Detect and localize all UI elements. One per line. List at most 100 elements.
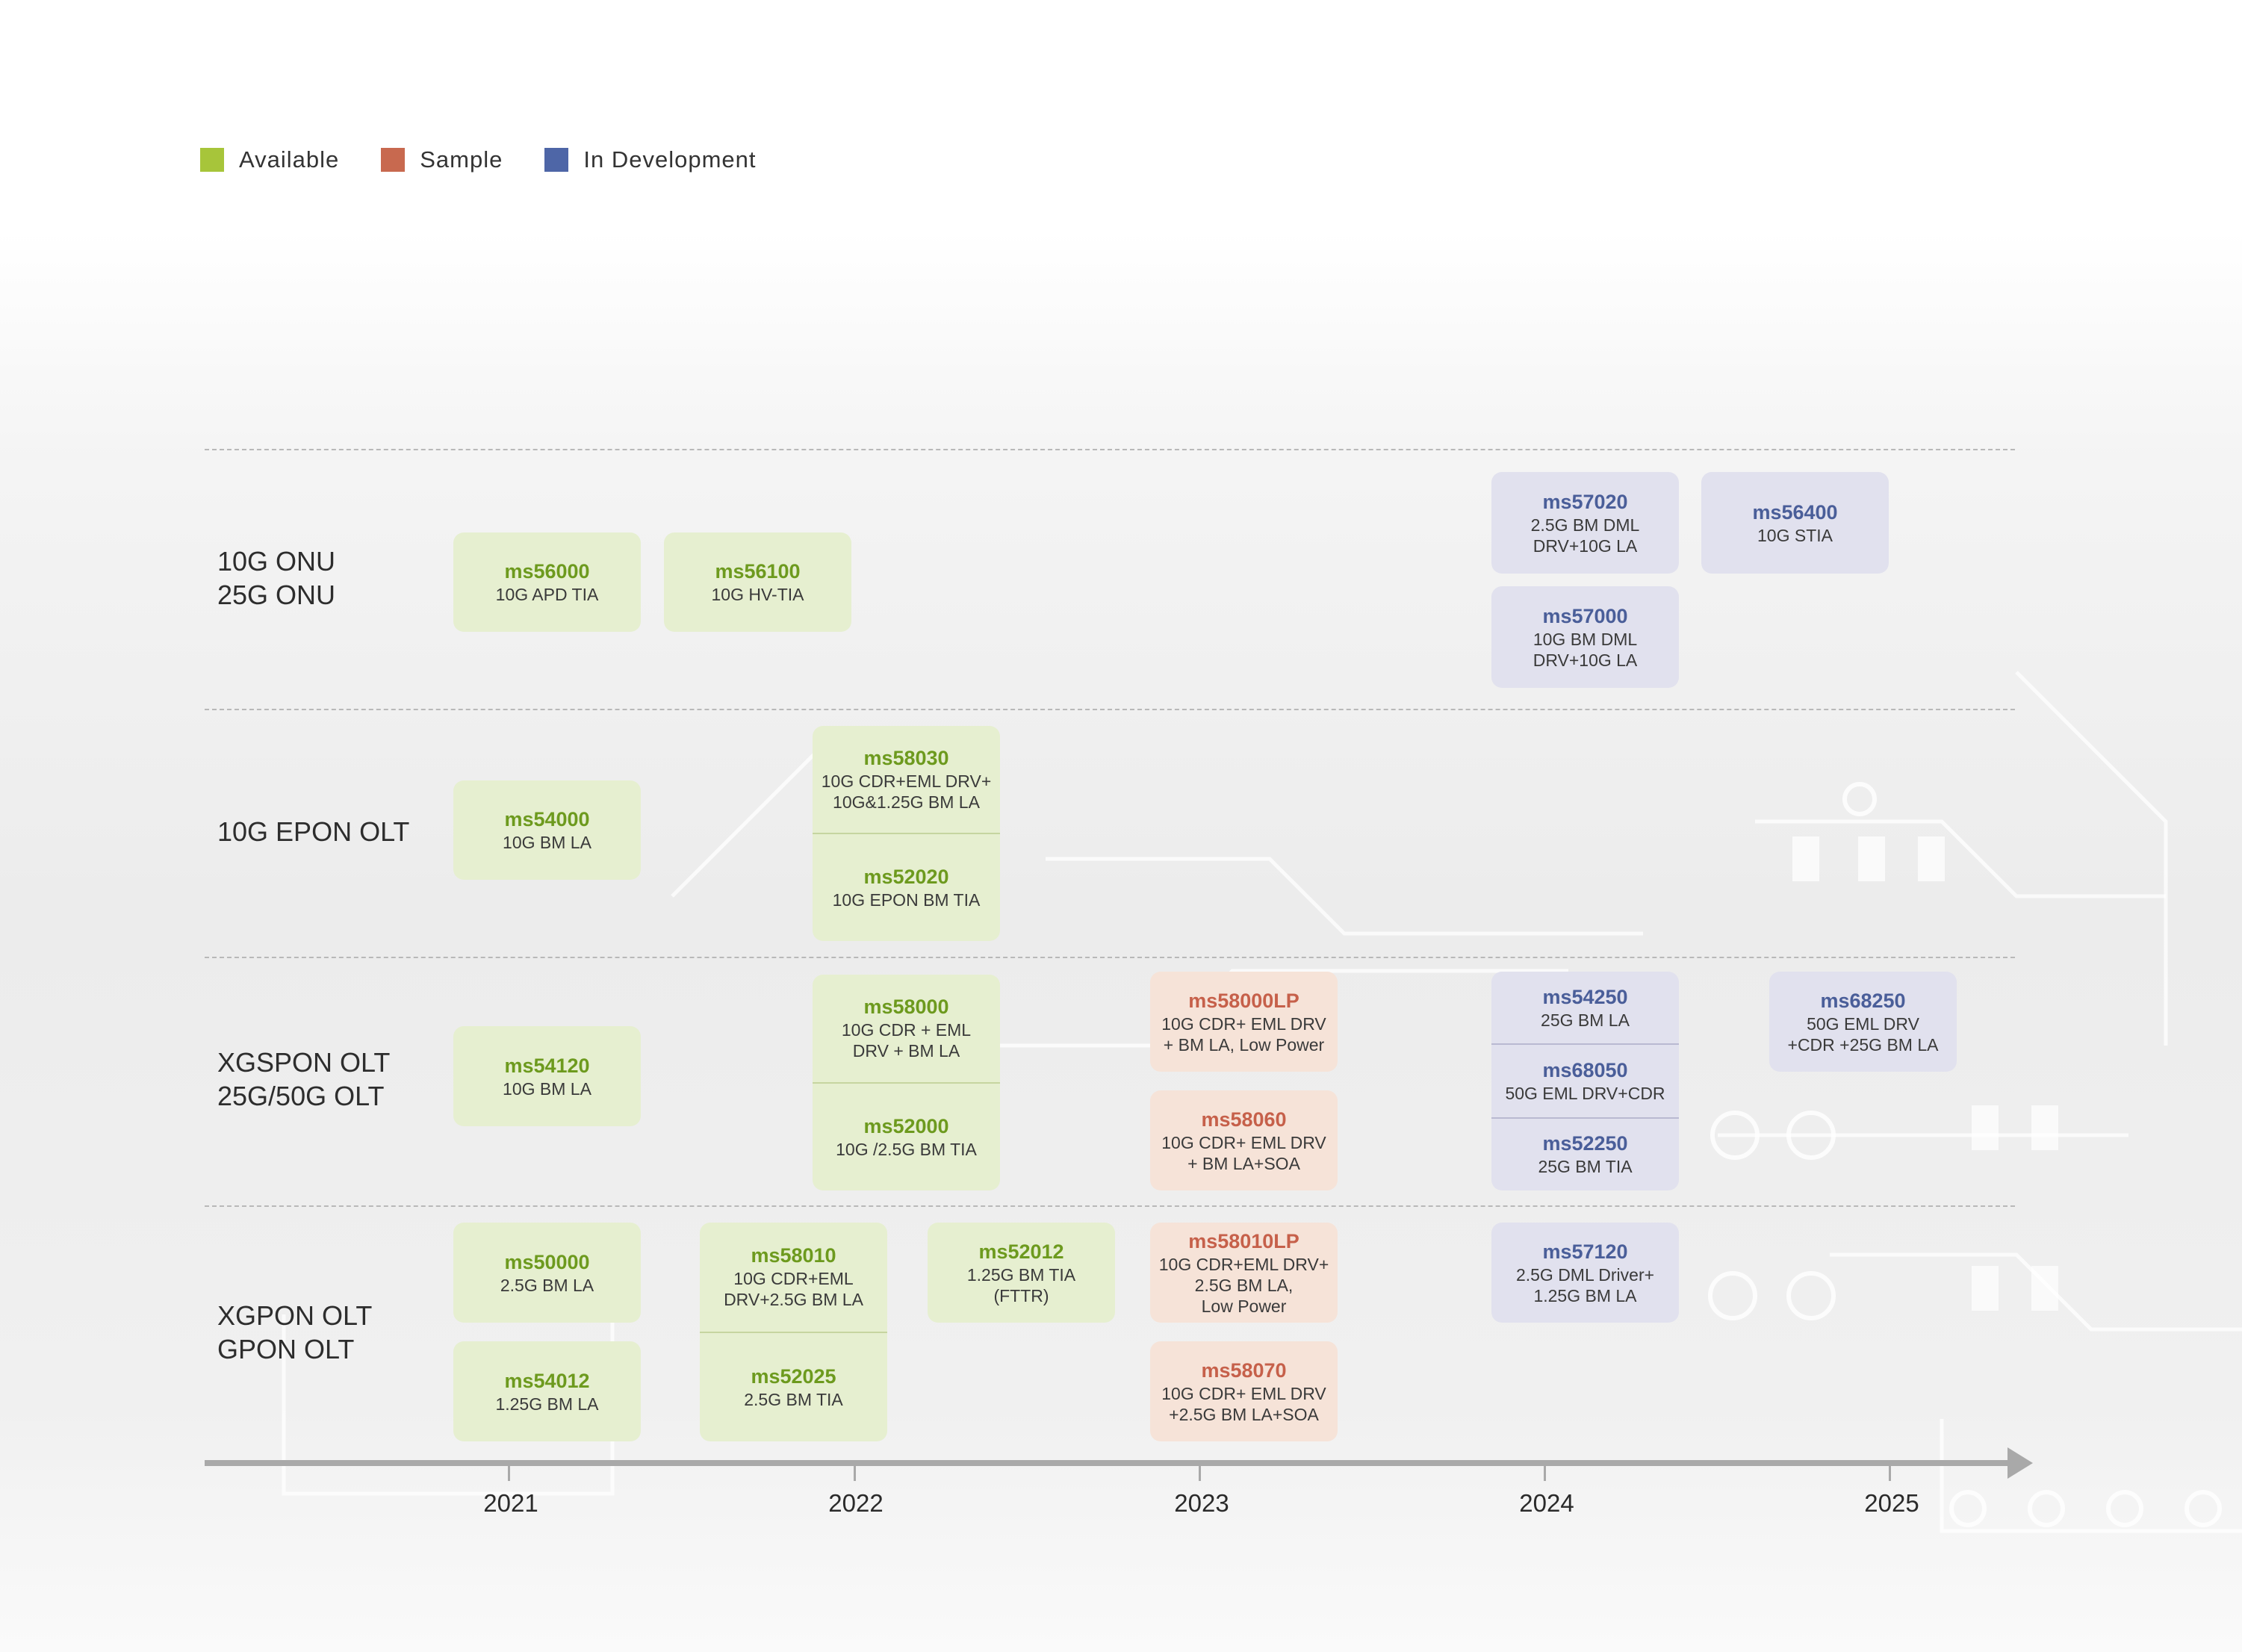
product-entry: ms68050 50G EML DRV+CDR xyxy=(1491,1043,1679,1117)
product-entry: ms58010 10G CDR+EML DRV+2.5G BM LA xyxy=(700,1223,887,1332)
product-code: ms58070 xyxy=(1201,1358,1287,1382)
timeline-year-label: 2023 xyxy=(1174,1489,1229,1517)
product-code: ms56000 xyxy=(504,560,590,583)
product-entry: ms57000 10G BM DML DRV+10G LA xyxy=(1491,586,1679,688)
product-entry: ms58070 10G CDR+ EML DRV +2.5G BM LA+SOA xyxy=(1150,1341,1338,1441)
product-card-ms56100[interactable]: ms56100 10G HV-TIA xyxy=(664,532,851,632)
product-card-ms58010[interactable]: ms58010 10G CDR+EML DRV+2.5G BM LA ms52025… xyxy=(700,1223,887,1441)
product-code: ms56400 xyxy=(1752,500,1838,524)
row-divider xyxy=(205,449,2015,450)
product-code: ms68250 xyxy=(1820,989,1906,1012)
product-code: ms54012 xyxy=(504,1369,590,1392)
product-entry: ms52250 25G BM TIA xyxy=(1491,1117,1679,1190)
product-description: 10G BM LA xyxy=(503,1078,591,1099)
product-entry: ms56100 10G HV-TIA xyxy=(664,532,851,632)
product-description: 10G CDR+EML DRV+ 10G&1.25G BM LA xyxy=(821,771,992,812)
timeline-tick xyxy=(854,1465,856,1481)
product-entry: ms58030 10G CDR+EML DRV+ 10G&1.25G BM LA xyxy=(813,726,1000,833)
product-card-ms56000[interactable]: ms56000 10G APD TIA xyxy=(453,532,641,632)
product-card-ms58000[interactable]: ms58000 10G CDR + EML DRV + BM LA ms52000 1… xyxy=(813,975,1000,1190)
product-description: 10G CDR+EML DRV+ 2.5G BM LA, Low Power xyxy=(1158,1254,1329,1316)
product-entry: ms52020 10G EPON BM TIA xyxy=(813,833,1000,941)
product-card-ms54250[interactable]: ms54250 25G BM LA ms68050 50G EML DRV+CDR ms… xyxy=(1491,972,1679,1190)
product-description: 1.25G BM TIA (FTTR) xyxy=(966,1264,1076,1305)
timeline-tick xyxy=(1199,1465,1201,1481)
product-entry: ms54250 25G BM LA xyxy=(1491,972,1679,1043)
product-card-ms56400[interactable]: ms56400 10G STIA xyxy=(1701,472,1889,574)
row-divider xyxy=(205,1205,2015,1207)
row-divider xyxy=(205,957,2015,958)
product-entry: ms54012 1.25G BM LA xyxy=(453,1341,641,1441)
product-code: ms54250 xyxy=(1542,985,1628,1008)
product-entry: ms57120 2.5G DML Driver+ 1.25G BM LA xyxy=(1491,1223,1679,1323)
product-description: 10G STIA xyxy=(1757,525,1833,545)
product-description: 10G CDR + EML DRV + BM LA xyxy=(841,1020,972,1061)
row-divider xyxy=(205,709,2015,710)
product-description: 50G EML DRV+CDR xyxy=(1505,1083,1665,1103)
product-description: 10G EPON BM TIA xyxy=(832,890,981,910)
product-description: 10G /2.5G BM TIA xyxy=(836,1139,977,1159)
product-entry: ms56400 10G STIA xyxy=(1701,472,1889,574)
product-code: ms57000 xyxy=(1542,604,1628,627)
product-entry: ms68250 50G EML DRV +CDR +25G BM LA xyxy=(1769,972,1957,1072)
product-card-ms68250[interactable]: ms68250 50G EML DRV +CDR +25G BM LA xyxy=(1769,972,1957,1072)
product-code: ms50000 xyxy=(504,1250,590,1273)
product-card-ms52012[interactable]: ms52012 1.25G BM TIA (FTTR) xyxy=(928,1223,1115,1323)
product-code: ms56100 xyxy=(715,560,801,583)
product-description: 10G HV-TIA xyxy=(711,585,804,604)
product-code: ms52025 xyxy=(751,1364,836,1388)
product-card-ms54000[interactable]: ms54000 10G BM LA xyxy=(453,780,641,880)
product-description: 10G CDR+EML DRV+2.5G BM LA xyxy=(724,1269,863,1310)
product-card-ms58060[interactable]: ms58060 10G CDR+ EML DRV + BM LA+SOA xyxy=(1150,1090,1338,1190)
legend-swatch-in-development xyxy=(544,148,569,172)
product-description: 1.25G BM LA xyxy=(495,1394,599,1414)
timeline-year-label: 2021 xyxy=(483,1489,538,1517)
product-description: 25G BM TIA xyxy=(1538,1157,1633,1177)
timeline-tick xyxy=(1889,1465,1891,1481)
row-label-xgpon-olt: XGPON OLT GPON OLT xyxy=(217,1300,373,1364)
product-description: 10G CDR+ EML DRV + BM LA+SOA xyxy=(1161,1132,1326,1173)
product-entry: ms58060 10G CDR+ EML DRV + BM LA+SOA xyxy=(1150,1090,1338,1190)
timeline-year-label: 2022 xyxy=(828,1489,884,1517)
product-card-ms50000[interactable]: ms50000 2.5G BM LA xyxy=(453,1223,641,1323)
product-entry: ms52025 2.5G BM TIA xyxy=(700,1331,887,1442)
product-code: ms52250 xyxy=(1542,1132,1628,1155)
timeline-tick xyxy=(1544,1465,1546,1481)
product-entry: ms54000 10G BM LA xyxy=(453,780,641,880)
product-card-ms58000lp[interactable]: ms58000LP 10G CDR+ EML DRV + BM LA, Low P… xyxy=(1150,972,1338,1072)
product-card-ms57120[interactable]: ms57120 2.5G DML Driver+ 1.25G BM LA xyxy=(1491,1223,1679,1323)
product-card-ms58010lp[interactable]: ms58010LP 10G CDR+EML DRV+ 2.5G BM LA, Lo… xyxy=(1150,1223,1338,1323)
product-card-ms57000[interactable]: ms57000 10G BM DML DRV+10G LA xyxy=(1491,586,1679,688)
product-card-ms54120[interactable]: ms54120 10G BM LA xyxy=(453,1026,641,1126)
legend-swatch-available xyxy=(200,148,224,172)
legend-item-sample: Sample xyxy=(381,146,503,173)
product-description: 50G EML DRV +CDR +25G BM LA xyxy=(1787,1013,1939,1055)
product-entry: ms57020 2.5G BM DML DRV+10G LA xyxy=(1491,472,1679,574)
product-description: 10G BM LA xyxy=(503,833,591,852)
product-description: 10G APD TIA xyxy=(495,585,599,604)
product-description: 25G BM LA xyxy=(1541,1010,1630,1030)
timeline-tick xyxy=(508,1465,510,1481)
product-code: ms54120 xyxy=(504,1054,590,1077)
product-card-ms57020[interactable]: ms57020 2.5G BM DML DRV+10G LA xyxy=(1491,472,1679,574)
product-description: 10G CDR+ EML DRV + BM LA, Low Power xyxy=(1161,1013,1326,1055)
legend: Available Sample In Development xyxy=(200,146,798,173)
product-code: ms58010LP xyxy=(1188,1229,1299,1252)
legend-label: In Development xyxy=(583,146,757,173)
product-card-ms58030[interactable]: ms58030 10G CDR+EML DRV+ 10G&1.25G BM LA m… xyxy=(813,726,1000,941)
timeline-axis xyxy=(205,1460,2010,1466)
product-card-ms58070[interactable]: ms58070 10G CDR+ EML DRV +2.5G BM LA+SOA xyxy=(1150,1341,1338,1441)
product-card-ms54012[interactable]: ms54012 1.25G BM LA xyxy=(453,1341,641,1441)
product-description: 2.5G BM LA xyxy=(500,1275,594,1295)
row-label-xgspon-olt: XGSPON OLT 25G/50G OLT xyxy=(217,1047,391,1111)
product-code: ms57120 xyxy=(1542,1240,1628,1263)
timeline-arrow-icon xyxy=(2007,1447,2033,1479)
product-code: ms58030 xyxy=(863,747,949,769)
product-entry: ms58010LP 10G CDR+EML DRV+ 2.5G BM LA, Lo… xyxy=(1150,1223,1338,1323)
legend-swatch-sample xyxy=(381,148,406,172)
product-code: ms52020 xyxy=(863,866,949,888)
legend-label: Available xyxy=(239,146,340,173)
product-description: 10G BM DML DRV+10G LA xyxy=(1533,629,1638,670)
product-entry: ms54120 10G BM LA xyxy=(453,1026,641,1126)
